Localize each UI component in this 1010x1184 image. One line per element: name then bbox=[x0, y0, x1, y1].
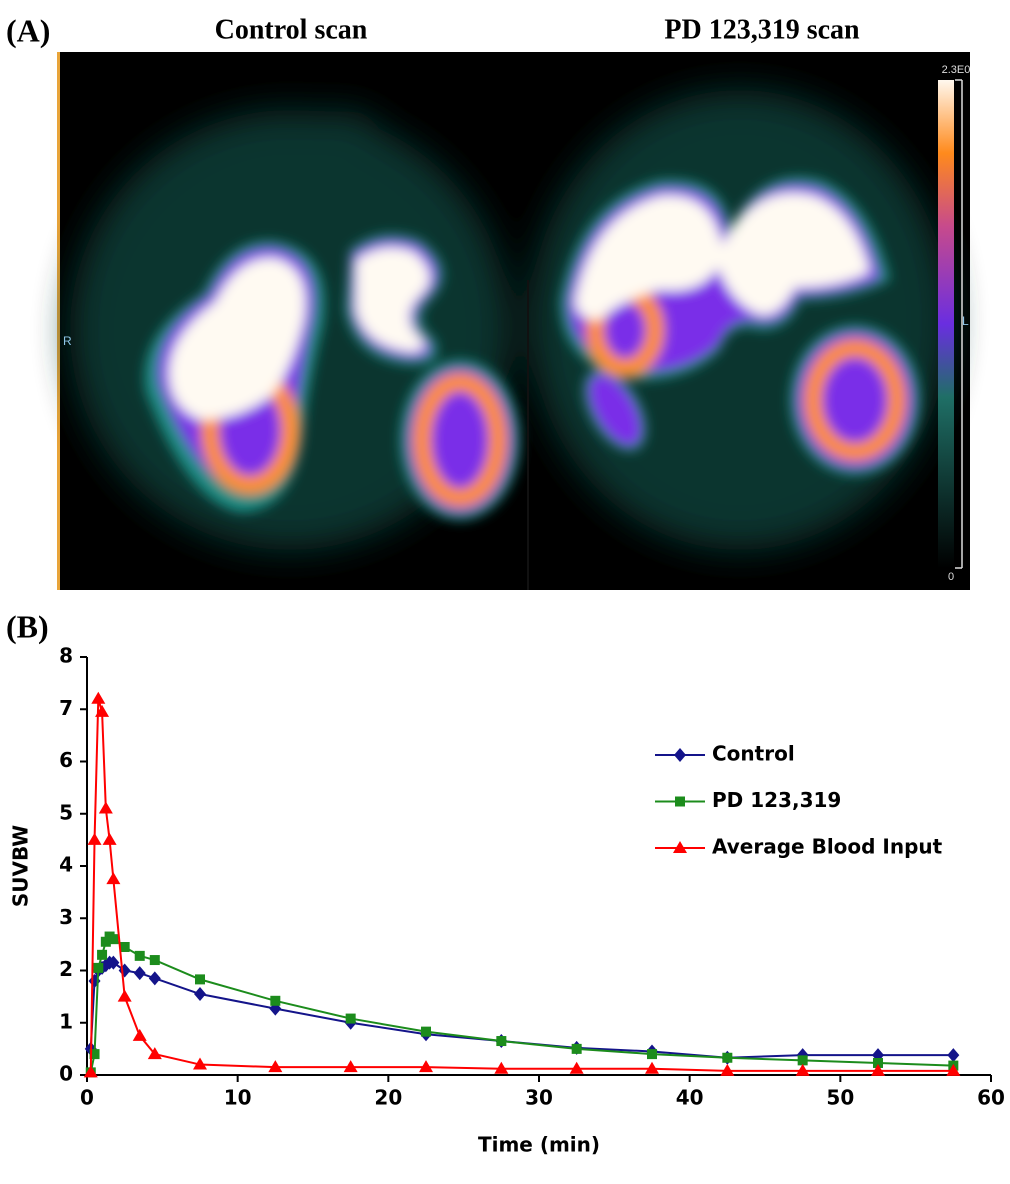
y-tick-label: 1 bbox=[59, 1009, 73, 1033]
orientation-label: R bbox=[63, 334, 72, 348]
y-axis-label: SUVBW bbox=[9, 825, 33, 907]
data-point bbox=[133, 966, 146, 981]
data-point bbox=[947, 1048, 960, 1063]
data-point bbox=[83, 1065, 98, 1078]
colorbar-label: 2.3E0 bbox=[942, 64, 971, 76]
series-line bbox=[89, 935, 954, 1073]
data-point bbox=[569, 1061, 584, 1074]
series-line bbox=[89, 698, 954, 1073]
data-point bbox=[193, 1057, 207, 1070]
data-point bbox=[795, 1063, 810, 1076]
data-point bbox=[107, 955, 120, 970]
data-point bbox=[95, 704, 110, 717]
data-point bbox=[268, 1060, 283, 1073]
legend-label: Average Blood Input bbox=[712, 835, 943, 859]
data-point bbox=[87, 832, 102, 845]
y-tick-label: 7 bbox=[59, 696, 73, 720]
pet-image bbox=[57, 52, 970, 590]
y-tick-label: 6 bbox=[59, 748, 73, 772]
data-point bbox=[722, 1052, 733, 1063]
legend-label: Control bbox=[712, 742, 795, 766]
data-point bbox=[720, 1063, 735, 1076]
x-tick-label: 40 bbox=[676, 1086, 704, 1110]
y-tick-label: 4 bbox=[59, 853, 73, 877]
orientation-label: L bbox=[962, 314, 969, 328]
data-point bbox=[195, 974, 205, 985]
data-point bbox=[119, 941, 130, 952]
data-point bbox=[496, 1036, 507, 1047]
data-point bbox=[797, 1055, 808, 1066]
data-point bbox=[194, 987, 206, 1002]
data-point bbox=[419, 1060, 433, 1073]
data-point bbox=[147, 1047, 162, 1060]
y-tick-label: 0 bbox=[59, 1062, 73, 1086]
y-tick-label: 2 bbox=[59, 957, 73, 981]
data-point bbox=[108, 934, 119, 945]
data-point bbox=[148, 971, 161, 986]
data-point bbox=[873, 1057, 883, 1068]
data-point bbox=[106, 872, 121, 885]
data-point bbox=[97, 949, 108, 960]
legend-marker bbox=[674, 748, 686, 762]
data-point bbox=[118, 963, 131, 978]
data-point bbox=[102, 832, 117, 845]
y-tick-label: 8 bbox=[59, 644, 73, 668]
panel-label: (A) bbox=[6, 12, 50, 48]
x-tick-label: 50 bbox=[826, 1086, 854, 1110]
data-point bbox=[270, 995, 281, 1006]
legend-label: PD 123,319 bbox=[712, 788, 841, 812]
data-point bbox=[494, 1061, 509, 1074]
data-point bbox=[134, 950, 145, 961]
data-point bbox=[117, 989, 132, 1002]
panel-title: PD 123,319 scan bbox=[664, 14, 860, 45]
x-tick-label: 30 bbox=[525, 1086, 553, 1110]
x-tick-label: 60 bbox=[977, 1086, 1005, 1110]
data-point bbox=[343, 1060, 358, 1073]
data-point bbox=[421, 1026, 431, 1037]
legend-marker bbox=[675, 796, 685, 807]
data-point bbox=[93, 962, 104, 973]
data-point bbox=[149, 955, 160, 966]
data-point bbox=[946, 1063, 961, 1076]
data-point bbox=[345, 1013, 356, 1024]
x-axis-label: Time (min) bbox=[478, 1133, 600, 1157]
data-point bbox=[571, 1043, 582, 1054]
colorbar-label: 0 bbox=[948, 571, 954, 583]
data-point bbox=[91, 691, 106, 704]
panel-label: (B) bbox=[6, 608, 49, 644]
x-tick-label: 0 bbox=[80, 1086, 94, 1110]
data-point bbox=[647, 1049, 657, 1060]
legend-marker bbox=[673, 841, 687, 853]
panel-title: Control scan bbox=[215, 14, 368, 45]
x-tick-label: 20 bbox=[374, 1086, 402, 1110]
y-tick-label: 5 bbox=[59, 800, 73, 824]
data-point bbox=[132, 1028, 147, 1041]
data-point bbox=[871, 1063, 885, 1076]
data-point bbox=[98, 801, 113, 814]
y-tick-label: 3 bbox=[59, 905, 73, 929]
data-point bbox=[645, 1061, 659, 1074]
x-tick-label: 10 bbox=[224, 1086, 252, 1110]
